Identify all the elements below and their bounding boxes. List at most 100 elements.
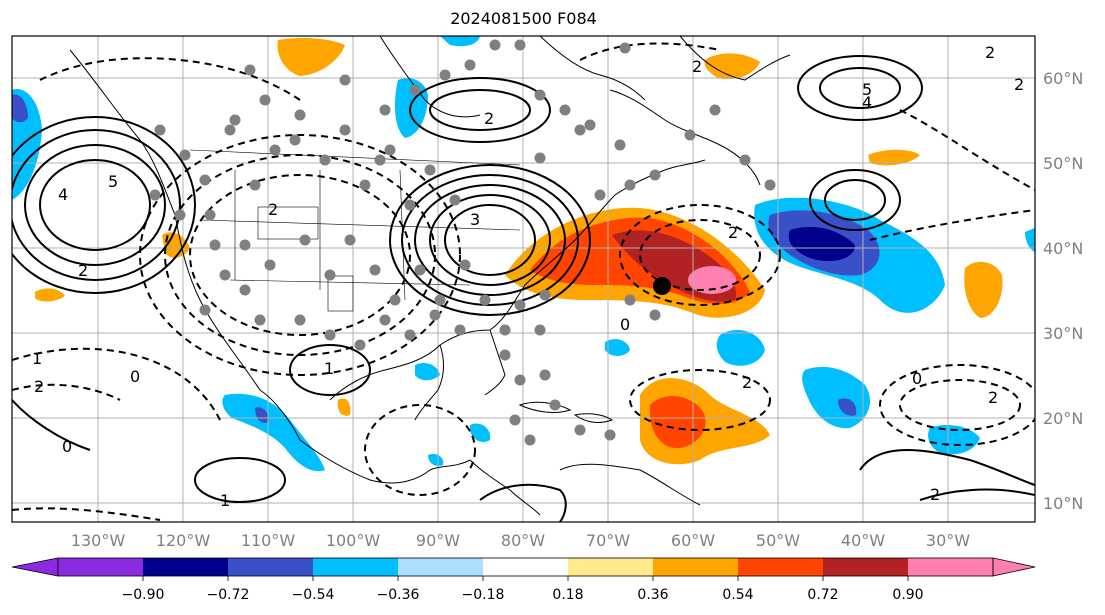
station-dot — [739, 154, 751, 166]
lon-label: 110°W — [241, 531, 296, 550]
graticule — [12, 36, 1035, 522]
station-dot — [389, 294, 401, 306]
station-dot — [359, 179, 371, 191]
contour-label: 2 — [78, 261, 88, 280]
colorbar-tick-label: 0.18 — [552, 587, 583, 603]
station-dot — [204, 209, 216, 221]
station-dot — [374, 154, 386, 166]
lon-label: 130°W — [71, 531, 126, 550]
station-dot — [379, 314, 391, 326]
contour-label: 2 — [988, 388, 998, 407]
contour-label: 3 — [470, 210, 480, 229]
station-dot — [539, 289, 551, 301]
station-dot — [459, 259, 471, 271]
contour-label: 4 — [862, 93, 872, 112]
station-dot — [534, 152, 546, 164]
contour-label: 0 — [130, 367, 140, 386]
station-dot — [534, 324, 546, 336]
station-dot — [464, 59, 476, 71]
colorbar-tick-label: −0.54 — [292, 587, 335, 603]
colorbar-swatch — [58, 558, 143, 576]
station-dot — [509, 414, 521, 426]
station-dot — [539, 369, 551, 381]
colorbar-tick-label: −0.18 — [462, 587, 505, 603]
colorbar-tick-label: 0.90 — [892, 587, 923, 603]
station-dot — [489, 39, 501, 51]
station-dot — [259, 94, 271, 106]
station-dot — [409, 84, 421, 96]
station-dot — [514, 374, 526, 386]
station-dots — [149, 39, 776, 446]
map-frame — [11, 35, 1036, 523]
station-dot — [524, 434, 536, 446]
colorbar-swatch — [228, 558, 313, 576]
station-dot — [574, 424, 586, 436]
contour-label: 2 — [930, 485, 940, 504]
map-content: 5 4 2 2 3 2 5 4 2 2 2 1 0 2 2 0 0 2 0 1 … — [12, 36, 1035, 522]
station-dot — [684, 129, 696, 141]
station-dot — [429, 309, 441, 321]
station-dot — [449, 194, 461, 206]
station-dot — [594, 189, 606, 201]
contour-label: 1 — [324, 359, 334, 378]
lon-label: 80°W — [501, 531, 545, 550]
station-dot — [289, 134, 301, 146]
station-dot — [614, 139, 626, 151]
station-dot — [324, 329, 336, 341]
colorbar-tick-label: −0.36 — [377, 587, 420, 603]
lon-label: 90°W — [416, 531, 460, 550]
colorbar-over-arrow — [992, 557, 1036, 577]
colorbar-swatch — [823, 558, 908, 576]
station-dot — [404, 199, 416, 211]
contour-label: 5 — [862, 80, 872, 99]
station-dot — [269, 144, 281, 156]
station-dot — [434, 294, 446, 306]
dashed-contours — [12, 42, 1035, 521]
colorbar-swatch — [568, 558, 653, 576]
station-dot — [369, 264, 381, 276]
station-dot — [604, 429, 616, 441]
station-dot — [514, 39, 526, 51]
colorbar-tick-label: 0.36 — [637, 587, 668, 603]
colorbar-swatch — [908, 558, 993, 576]
lat-label: 10°N — [1043, 494, 1083, 513]
station-dot — [219, 269, 231, 281]
contour-label: 0 — [912, 369, 922, 388]
colorbar: −0.90 −0.72 −0.54 −0.36 −0.18 0.18 0.36 … — [11, 557, 1036, 603]
station-dot — [339, 124, 351, 136]
station-dot — [319, 154, 331, 166]
station-dot — [264, 259, 276, 271]
contour-label: 1 — [220, 491, 230, 510]
lon-label: 120°W — [156, 531, 211, 550]
station-dot — [559, 104, 571, 116]
contour-label: 0 — [62, 437, 72, 456]
station-dot — [174, 209, 186, 221]
lon-label: 60°W — [671, 531, 715, 550]
station-dot — [224, 124, 236, 136]
station-dot — [499, 349, 511, 361]
station-dot — [379, 104, 391, 116]
station-dot — [179, 149, 191, 161]
station-dot — [199, 304, 211, 316]
station-dot — [249, 179, 261, 191]
contour-label: 5 — [108, 172, 118, 191]
lon-label: 40°W — [841, 531, 885, 550]
station-dot — [649, 169, 661, 181]
station-dot — [439, 69, 451, 81]
latitude-labels: 60°N 50°N 40°N 30°N 20°N 10°N — [1043, 69, 1083, 513]
station-dot — [324, 269, 336, 281]
colorbar-swatch — [738, 558, 823, 576]
station-dot — [299, 234, 311, 246]
colorbar-tick-label: −0.90 — [122, 587, 165, 603]
colorbar-tick-label: −0.72 — [207, 587, 250, 603]
contour-label: 2 — [484, 109, 494, 128]
colorbar-tick-label: 0.54 — [722, 587, 753, 603]
contour-label: 2 — [34, 377, 44, 396]
station-dot — [239, 284, 251, 296]
station-dot — [649, 309, 661, 321]
colorbar-tick-label: 0.72 — [807, 587, 838, 603]
contour-labels: 5 4 2 2 3 2 5 4 2 2 2 1 0 2 2 0 0 2 0 1 … — [32, 43, 1024, 510]
station-dot — [424, 164, 436, 176]
lon-label: 70°W — [586, 531, 630, 550]
